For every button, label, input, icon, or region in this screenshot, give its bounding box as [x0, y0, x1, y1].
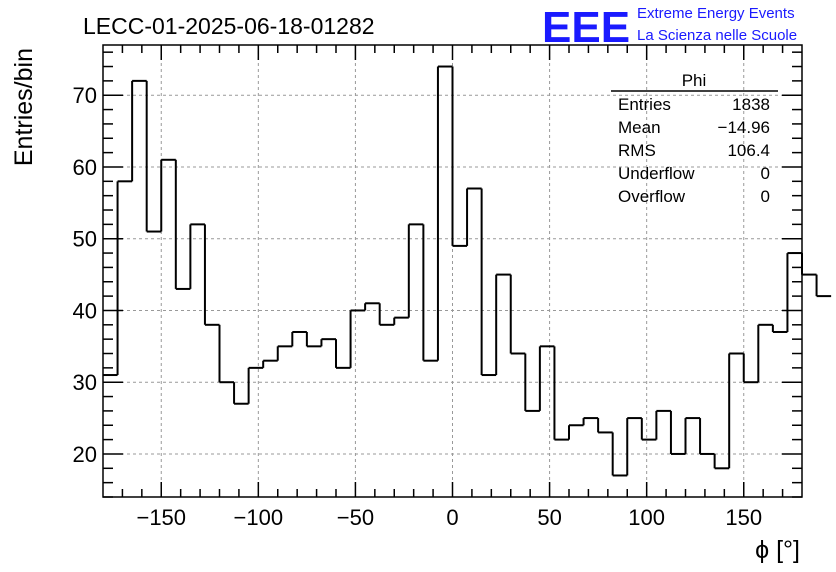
histogram-bin	[145, 80, 162, 233]
y-tick-label: 50	[73, 227, 97, 252]
y-axis-title: Entries/bin	[10, 48, 38, 166]
y-tick-label: 30	[73, 370, 97, 395]
histogram-bin	[160, 158, 176, 232]
histogram-bin	[728, 352, 744, 469]
histogram-bin	[364, 302, 380, 311]
histogram-bin	[626, 417, 642, 476]
histogram-bin	[203, 224, 220, 326]
x-tick-label: 50	[537, 505, 561, 530]
histogram-bin	[553, 346, 569, 441]
histogram-bin	[684, 417, 701, 454]
stats-label-rms: RMS	[618, 141, 656, 160]
stats-value-overflow: 0	[761, 187, 770, 206]
histogram-bin	[305, 331, 322, 348]
x-axis-title: ϕ [°]	[755, 536, 800, 564]
histogram-bin	[276, 345, 293, 361]
histogram-bin	[669, 410, 686, 455]
histogram-bin	[131, 79, 147, 182]
stats-title: Phi	[682, 71, 707, 90]
histogram-bin	[407, 223, 424, 318]
stats-label-mean: Mean	[618, 118, 661, 137]
histogram-bin	[174, 159, 191, 290]
histogram-bin	[466, 187, 482, 246]
stats-box: Phi Entries 1838 Mean −14.96 RMS 106.4 U…	[611, 71, 778, 206]
histogram-bars	[103, 65, 832, 477]
histogram-bin	[524, 353, 540, 412]
x-tick-labels: −150 −100 −50 0 50 100 150	[136, 505, 762, 530]
histogram-bin	[640, 418, 657, 441]
histogram-bin	[757, 323, 773, 383]
y-tick-label: 60	[73, 155, 97, 180]
histogram-bin	[655, 409, 671, 440]
histogram-bin	[713, 453, 730, 470]
y-tick-labels: 20 30 40 50 60 70	[73, 83, 97, 467]
logo-mark: EEE	[542, 3, 630, 52]
stats-value-underflow: 0	[761, 164, 770, 183]
histogram-bin	[611, 432, 628, 477]
histogram-bin	[247, 366, 264, 404]
histogram-bin	[815, 274, 832, 298]
x-tick-label: 0	[446, 505, 458, 530]
histogram-bin	[699, 418, 715, 455]
logo-line-2: La Scienza nelle Scuole	[637, 27, 797, 44]
histogram-bin	[320, 338, 336, 347]
histogram-bin	[233, 382, 249, 405]
stats-label-overflow: Overflow	[618, 187, 686, 206]
x-tick-label: 150	[725, 505, 762, 530]
histogram-bin	[349, 309, 366, 368]
stats-value-mean: −14.96	[718, 118, 770, 137]
histogram-bin	[393, 316, 409, 325]
histogram-bin	[189, 223, 205, 289]
x-tick-label: 100	[628, 505, 665, 530]
stats-value-entries: 1838	[732, 95, 770, 114]
histogram-bin	[538, 345, 555, 411]
histogram-bin	[801, 253, 817, 276]
histogram-bin	[116, 180, 133, 376]
histogram-bin	[597, 418, 613, 434]
histogram-bin	[422, 224, 438, 362]
plot-frame	[102, 44, 803, 498]
histogram-bin	[568, 424, 584, 440]
histogram-bin	[582, 417, 599, 426]
histogram-bin	[436, 65, 453, 361]
histogram-bin	[378, 303, 395, 326]
histogram-bin	[742, 353, 759, 384]
stats-value-rms: 106.4	[727, 141, 770, 160]
logo-line-1: Extreme Energy Events	[637, 5, 795, 22]
histogram-bin	[262, 359, 278, 368]
eee-logo: EEE Extreme Energy Events La Scienza nel…	[542, 3, 797, 52]
x-tick-label: −100	[234, 505, 284, 530]
histogram-bin	[495, 273, 511, 376]
histogram-bin	[786, 252, 802, 332]
histogram-bin	[335, 339, 351, 369]
y-tick-label: 70	[73, 83, 97, 108]
stats-label-underflow: Underflow	[618, 164, 695, 183]
y-tick-label: 20	[73, 442, 97, 467]
x-tick-label: −50	[337, 505, 374, 530]
histogram-bin	[509, 274, 526, 355]
chart-title: LECC-01-2025-06-18-01282	[83, 13, 375, 39]
stats-label-entries: Entries	[618, 95, 671, 114]
axis-ticks	[103, 45, 802, 498]
histogram-bin	[218, 324, 235, 384]
histogram-bin	[480, 188, 497, 377]
histogram-bin	[451, 66, 468, 247]
x-tick-label: −150	[136, 505, 186, 530]
histogram-bin	[771, 324, 788, 333]
y-tick-label: 40	[73, 298, 97, 323]
histogram-bin	[291, 330, 307, 347]
